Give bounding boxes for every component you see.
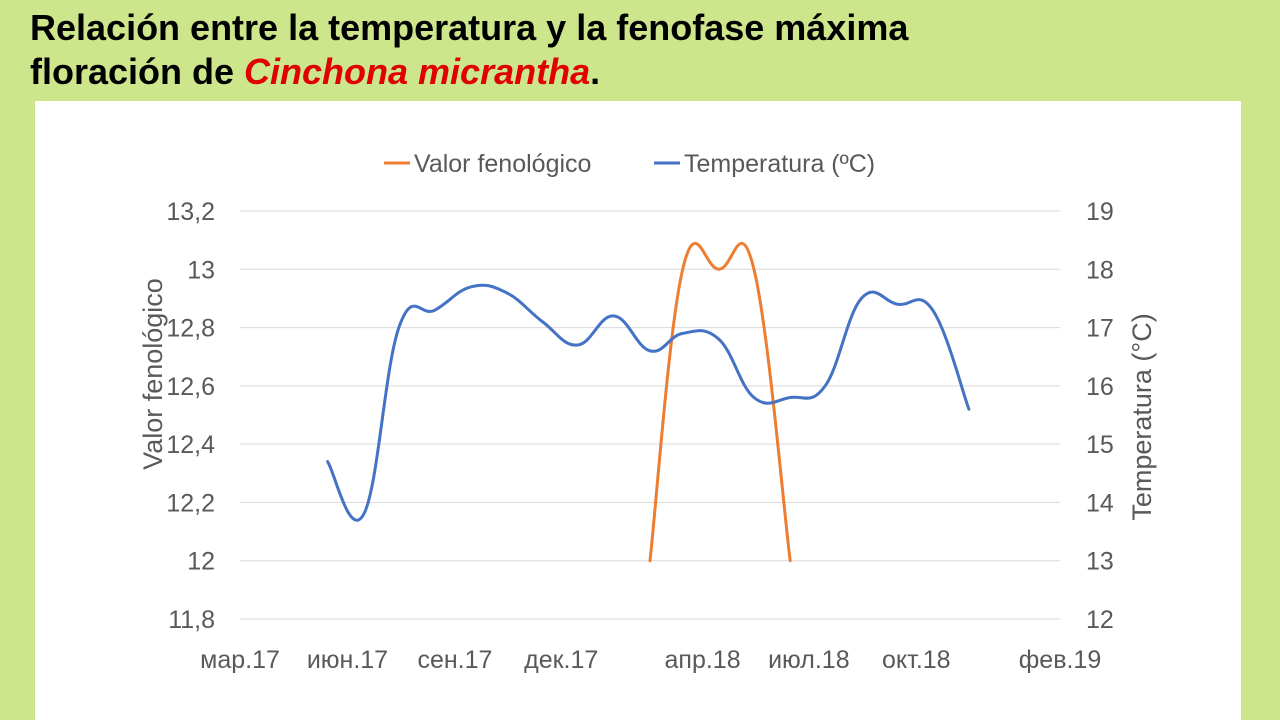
temperature-point bbox=[469, 285, 473, 289]
x-axis-ticks: мар.17 июн.17 сен.17 дек.17 апр.18 июл.18 окт.… bbox=[200, 646, 1101, 674]
legend-label-temperature: Temperatura (ºC) bbox=[684, 150, 875, 178]
x-tick-label: окт.18 bbox=[882, 646, 951, 674]
left-tick-label: 12,8 bbox=[166, 315, 215, 343]
x-tick-label: мар.17 bbox=[200, 646, 280, 674]
title-period: . bbox=[590, 51, 601, 92]
x-tick-label: апр.18 bbox=[665, 646, 741, 674]
temperature-point bbox=[788, 396, 792, 400]
temperature-point bbox=[823, 384, 827, 388]
left-tick-label: 13,2 bbox=[166, 198, 215, 226]
series-layer bbox=[326, 241, 971, 563]
phenology-temperature-chart: Valor fenológico Temperatura (ºC) 11,8 12… bbox=[138, 150, 1157, 674]
gridlines bbox=[240, 210, 1060, 620]
phenology-point bbox=[788, 559, 792, 563]
slide-title-line-1: Relación entre la temperatura y la fenof… bbox=[30, 7, 909, 48]
left-tick-label: 12 bbox=[187, 548, 215, 576]
temperature-point bbox=[362, 512, 366, 516]
right-tick-label: 19 bbox=[1086, 198, 1114, 226]
right-tick-label: 15 bbox=[1086, 431, 1114, 459]
x-tick-label: дек.17 bbox=[524, 646, 598, 674]
temperature-point bbox=[541, 320, 545, 324]
phenology-point bbox=[648, 559, 652, 563]
temperature-series bbox=[326, 283, 971, 522]
species-name: Cinchona micrantha bbox=[244, 51, 591, 92]
x-tick-label: фев.19 bbox=[1019, 646, 1102, 674]
temperature-point bbox=[717, 337, 721, 341]
left-axis-ticks: 11,8 12 12,2 12,4 12,6 12,8 13 13,2 bbox=[166, 198, 215, 634]
temperature-point bbox=[648, 349, 652, 353]
temperature-point bbox=[967, 407, 971, 411]
legend: Valor fenológico Temperatura (ºC) bbox=[384, 150, 875, 178]
temperature-point bbox=[681, 331, 685, 335]
left-axis-title: Valor fenológico bbox=[138, 278, 168, 470]
left-tick-label: 13 bbox=[187, 256, 215, 284]
legend-label-phenology: Valor fenológico bbox=[414, 150, 591, 178]
phenology-point bbox=[681, 267, 685, 271]
phenology-point bbox=[752, 267, 756, 271]
temperature-point bbox=[326, 460, 330, 464]
temperature-point bbox=[576, 343, 580, 347]
right-tick-label: 16 bbox=[1086, 373, 1114, 401]
temperature-point bbox=[504, 291, 508, 295]
x-tick-label: июн.17 bbox=[307, 646, 388, 674]
temperature-point bbox=[612, 314, 616, 318]
right-tick-label: 18 bbox=[1086, 256, 1114, 284]
left-tick-label: 12,2 bbox=[166, 489, 215, 517]
temperature-line bbox=[326, 283, 971, 522]
x-tick-label: сен.17 bbox=[417, 646, 492, 674]
slide-title: Relación entre la temperatura y la fenof… bbox=[30, 6, 1250, 94]
temperature-point bbox=[859, 296, 863, 300]
right-tick-label: 17 bbox=[1086, 315, 1114, 343]
right-tick-label: 14 bbox=[1086, 489, 1114, 517]
phenology-line bbox=[648, 241, 792, 563]
right-tick-label: 12 bbox=[1086, 606, 1114, 634]
x-tick-label: июл.18 bbox=[768, 646, 850, 674]
phenology-series bbox=[648, 241, 792, 563]
slide-title-line-2-prefix: floración de bbox=[30, 51, 245, 92]
left-tick-label: 11,8 bbox=[168, 606, 215, 634]
right-axis-title: Temperatura (°C) bbox=[1127, 313, 1157, 520]
temperature-point bbox=[433, 308, 437, 312]
left-tick-label: 12,4 bbox=[166, 431, 215, 459]
left-tick-label: 12,6 bbox=[166, 373, 215, 401]
temperature-point bbox=[931, 308, 935, 312]
right-axis-ticks: 12 13 14 15 16 17 18 19 bbox=[1086, 198, 1114, 634]
temperature-point bbox=[896, 302, 900, 306]
temperature-point bbox=[752, 396, 756, 400]
chart-card: Valor fenológico Temperatura (ºC) 11,8 12… bbox=[35, 101, 1241, 720]
right-tick-label: 13 bbox=[1086, 548, 1114, 576]
phenology-point bbox=[717, 267, 721, 271]
temperature-point bbox=[397, 326, 401, 330]
